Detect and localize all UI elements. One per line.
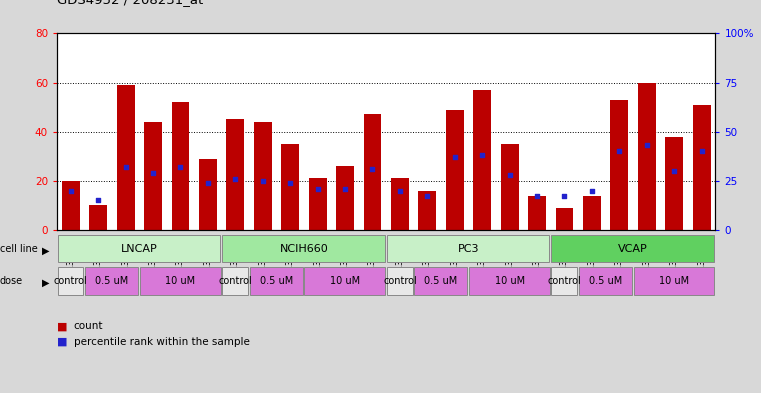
Bar (254, 122, 272, 230)
Bar (140, 266, 221, 296)
Point (339, 185, 351, 192)
Bar (446, 110, 463, 230)
Bar (501, 144, 518, 230)
Text: LNCAP: LNCAP (121, 244, 158, 253)
Bar (551, 266, 577, 296)
Text: ▶: ▶ (42, 246, 49, 255)
Text: percentile rank within the sample: percentile rank within the sample (74, 337, 250, 347)
Text: count: count (74, 321, 103, 331)
Point (476, 152, 489, 158)
Bar (634, 266, 715, 296)
Point (92, 197, 104, 204)
Point (531, 193, 543, 200)
Bar (227, 119, 244, 230)
Point (668, 168, 680, 174)
Point (256, 178, 269, 184)
Point (449, 154, 461, 160)
Bar (528, 195, 546, 230)
Text: control: control (218, 276, 252, 286)
Text: 10 uM: 10 uM (495, 276, 524, 286)
Text: 0.5 uM: 0.5 uM (260, 276, 293, 286)
Bar (579, 266, 632, 296)
Bar (556, 208, 573, 230)
Text: dose: dose (0, 276, 23, 286)
Point (311, 185, 323, 192)
Bar (250, 266, 303, 296)
Point (641, 142, 653, 149)
Point (147, 170, 159, 176)
Bar (583, 195, 601, 230)
Bar (304, 266, 385, 296)
Bar (473, 90, 491, 230)
Bar (387, 235, 549, 262)
Point (229, 176, 241, 182)
Bar (199, 159, 217, 230)
Point (119, 164, 132, 170)
Bar (222, 235, 384, 262)
Bar (58, 235, 220, 262)
Bar (85, 266, 139, 296)
Point (202, 180, 214, 186)
Point (422, 193, 434, 200)
Point (696, 148, 708, 154)
Bar (693, 105, 711, 230)
Text: VCAP: VCAP (618, 244, 648, 253)
Bar (282, 144, 299, 230)
Bar (387, 266, 412, 296)
Bar (610, 100, 629, 230)
Text: 0.5 uM: 0.5 uM (425, 276, 457, 286)
Bar (222, 266, 248, 296)
Point (586, 187, 598, 194)
Text: 0.5 uM: 0.5 uM (95, 276, 129, 286)
Point (366, 166, 378, 172)
Bar (391, 178, 409, 230)
Bar (419, 191, 436, 230)
Bar (638, 83, 656, 230)
Text: PC3: PC3 (457, 244, 479, 253)
Text: control: control (383, 276, 417, 286)
Point (394, 187, 406, 194)
Text: control: control (548, 276, 581, 286)
Text: GDS4952 / 208231_at: GDS4952 / 208231_at (57, 0, 203, 6)
Bar (62, 181, 80, 230)
Bar (309, 178, 326, 230)
Bar (171, 102, 189, 230)
Bar (665, 136, 683, 230)
Bar (414, 266, 467, 296)
Text: ■: ■ (57, 337, 71, 347)
Text: 10 uM: 10 uM (330, 276, 360, 286)
Point (65, 187, 77, 194)
Bar (336, 166, 354, 230)
Bar (469, 266, 549, 296)
Bar (551, 235, 714, 262)
Point (504, 172, 516, 178)
Bar (364, 114, 381, 230)
Bar (89, 205, 107, 230)
Text: 0.5 uM: 0.5 uM (589, 276, 622, 286)
Point (613, 148, 626, 154)
Bar (144, 122, 162, 230)
Text: control: control (54, 276, 88, 286)
Bar (58, 266, 84, 296)
Text: ■: ■ (57, 321, 71, 331)
Text: NCIH660: NCIH660 (279, 244, 328, 253)
Text: 10 uM: 10 uM (659, 276, 689, 286)
Point (559, 193, 571, 200)
Text: ▶: ▶ (42, 278, 49, 288)
Bar (116, 85, 135, 230)
Point (174, 164, 186, 170)
Text: 10 uM: 10 uM (165, 276, 196, 286)
Point (284, 180, 296, 186)
Text: cell line: cell line (0, 244, 38, 253)
